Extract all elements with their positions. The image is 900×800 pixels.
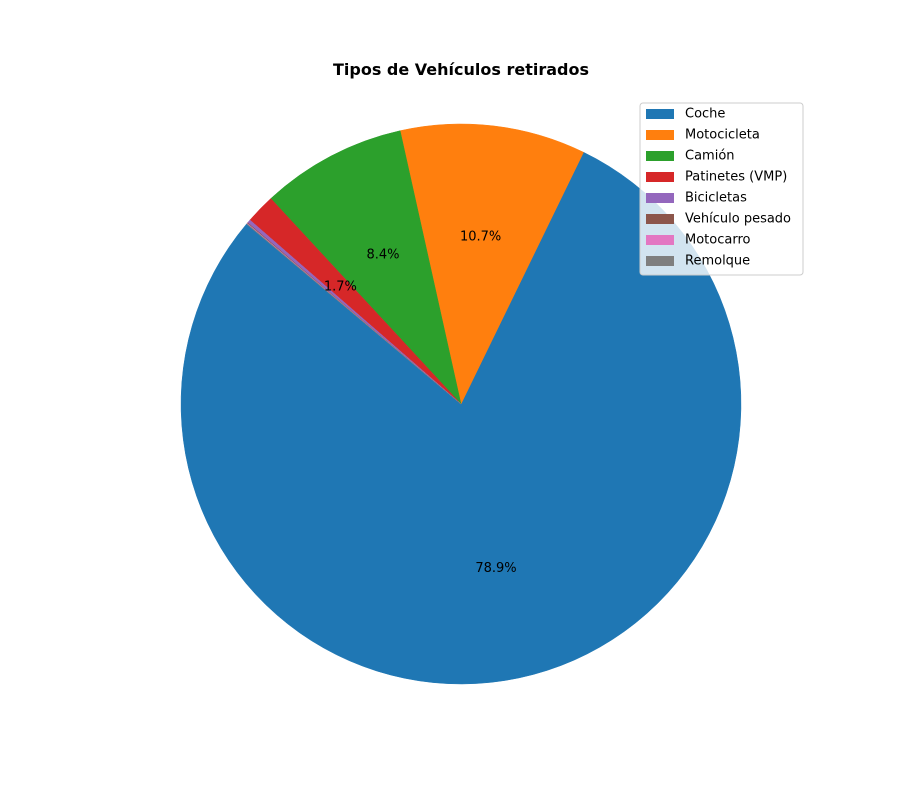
percentage-labels: 78.9% 10.7% 8.4% 1.7% — [324, 230, 517, 576]
legend: Coche Motocicleta Camión Patinetes (VMP) Bic… — [639, 102, 804, 276]
legend-label: Bicicletas — [685, 191, 747, 206]
pct-label: 8.4% — [366, 248, 399, 263]
legend-swatch — [646, 235, 674, 245]
legend-label: Remolque — [685, 254, 750, 269]
pie-slices — [180, 123, 742, 685]
legend-label: Motocicleta — [685, 128, 760, 143]
pie-slice-cami-n — [270, 130, 462, 405]
pct-label: 1.7% — [324, 280, 357, 295]
legend-label: Motocarro — [685, 233, 751, 248]
legend-frame — [639, 102, 804, 276]
pie-slice-motocicleta — [399, 123, 584, 405]
pct-label: 10.7% — [460, 230, 501, 245]
legend-swatch — [646, 172, 674, 182]
legend-swatch — [646, 256, 674, 266]
chart-title: Tipos de Vehículos retirados — [333, 60, 589, 79]
legend-swatch — [646, 214, 674, 224]
legend-label: Camión — [685, 149, 735, 164]
legend-swatch — [646, 151, 674, 161]
pct-label: 78.9% — [475, 561, 516, 576]
legend-swatch — [646, 130, 674, 140]
legend-label: Patinetes (VMP) — [685, 170, 787, 185]
legend-label: Coche — [685, 107, 725, 122]
pie-slice-coche — [180, 151, 742, 685]
legend-swatch — [646, 109, 674, 119]
legend-label: Vehículo pesado — [685, 212, 791, 227]
pie-slice-remolque — [246, 223, 462, 405]
legend-swatch — [646, 193, 674, 203]
